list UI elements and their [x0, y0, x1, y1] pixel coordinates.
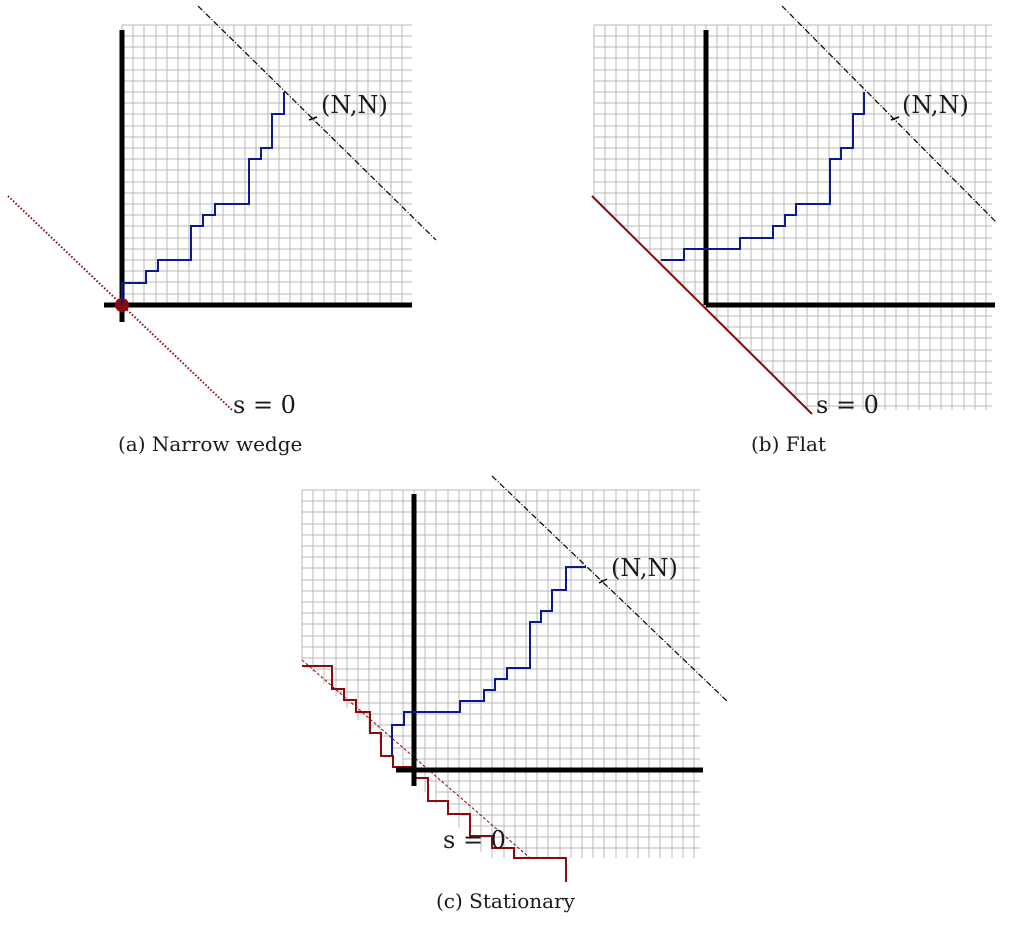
diagonal-line-b	[781, 5, 997, 223]
corner-label-b: (N,N)	[902, 91, 969, 119]
diagonal-tick-c	[598, 578, 608, 584]
s-label-c: s = 0	[443, 826, 506, 854]
caption-c: (c) Stationary	[436, 889, 576, 913]
s-label-b: s = 0	[816, 391, 879, 419]
panel-narrow-wedge: (N,N) s = 0 (a) Narrow wedge	[7, 5, 437, 456]
panel-stationary: (N,N) s = 0 (c) Stationary	[301, 475, 729, 913]
grid-a	[121, 24, 412, 305]
s-label-a: s = 0	[233, 391, 296, 419]
caption-b: (b) Flat	[751, 432, 826, 456]
path-b	[661, 92, 865, 261]
diagonal-tick-b	[890, 116, 900, 121]
diagonal-tick-a	[308, 116, 318, 121]
panel-flat: (N,N) s = 0 (b) Flat	[590, 5, 997, 456]
path-c	[391, 566, 586, 756]
path-a	[121, 92, 285, 305]
diagonal-line-c	[491, 475, 729, 703]
grid-c	[301, 489, 700, 858]
corner-label-c: (N,N)	[611, 554, 678, 582]
diagonal-line-a	[197, 5, 437, 241]
caption-a: (a) Narrow wedge	[118, 432, 302, 456]
boundary-line-b	[591, 195, 813, 415]
corner-label-a: (N,N)	[321, 91, 388, 119]
